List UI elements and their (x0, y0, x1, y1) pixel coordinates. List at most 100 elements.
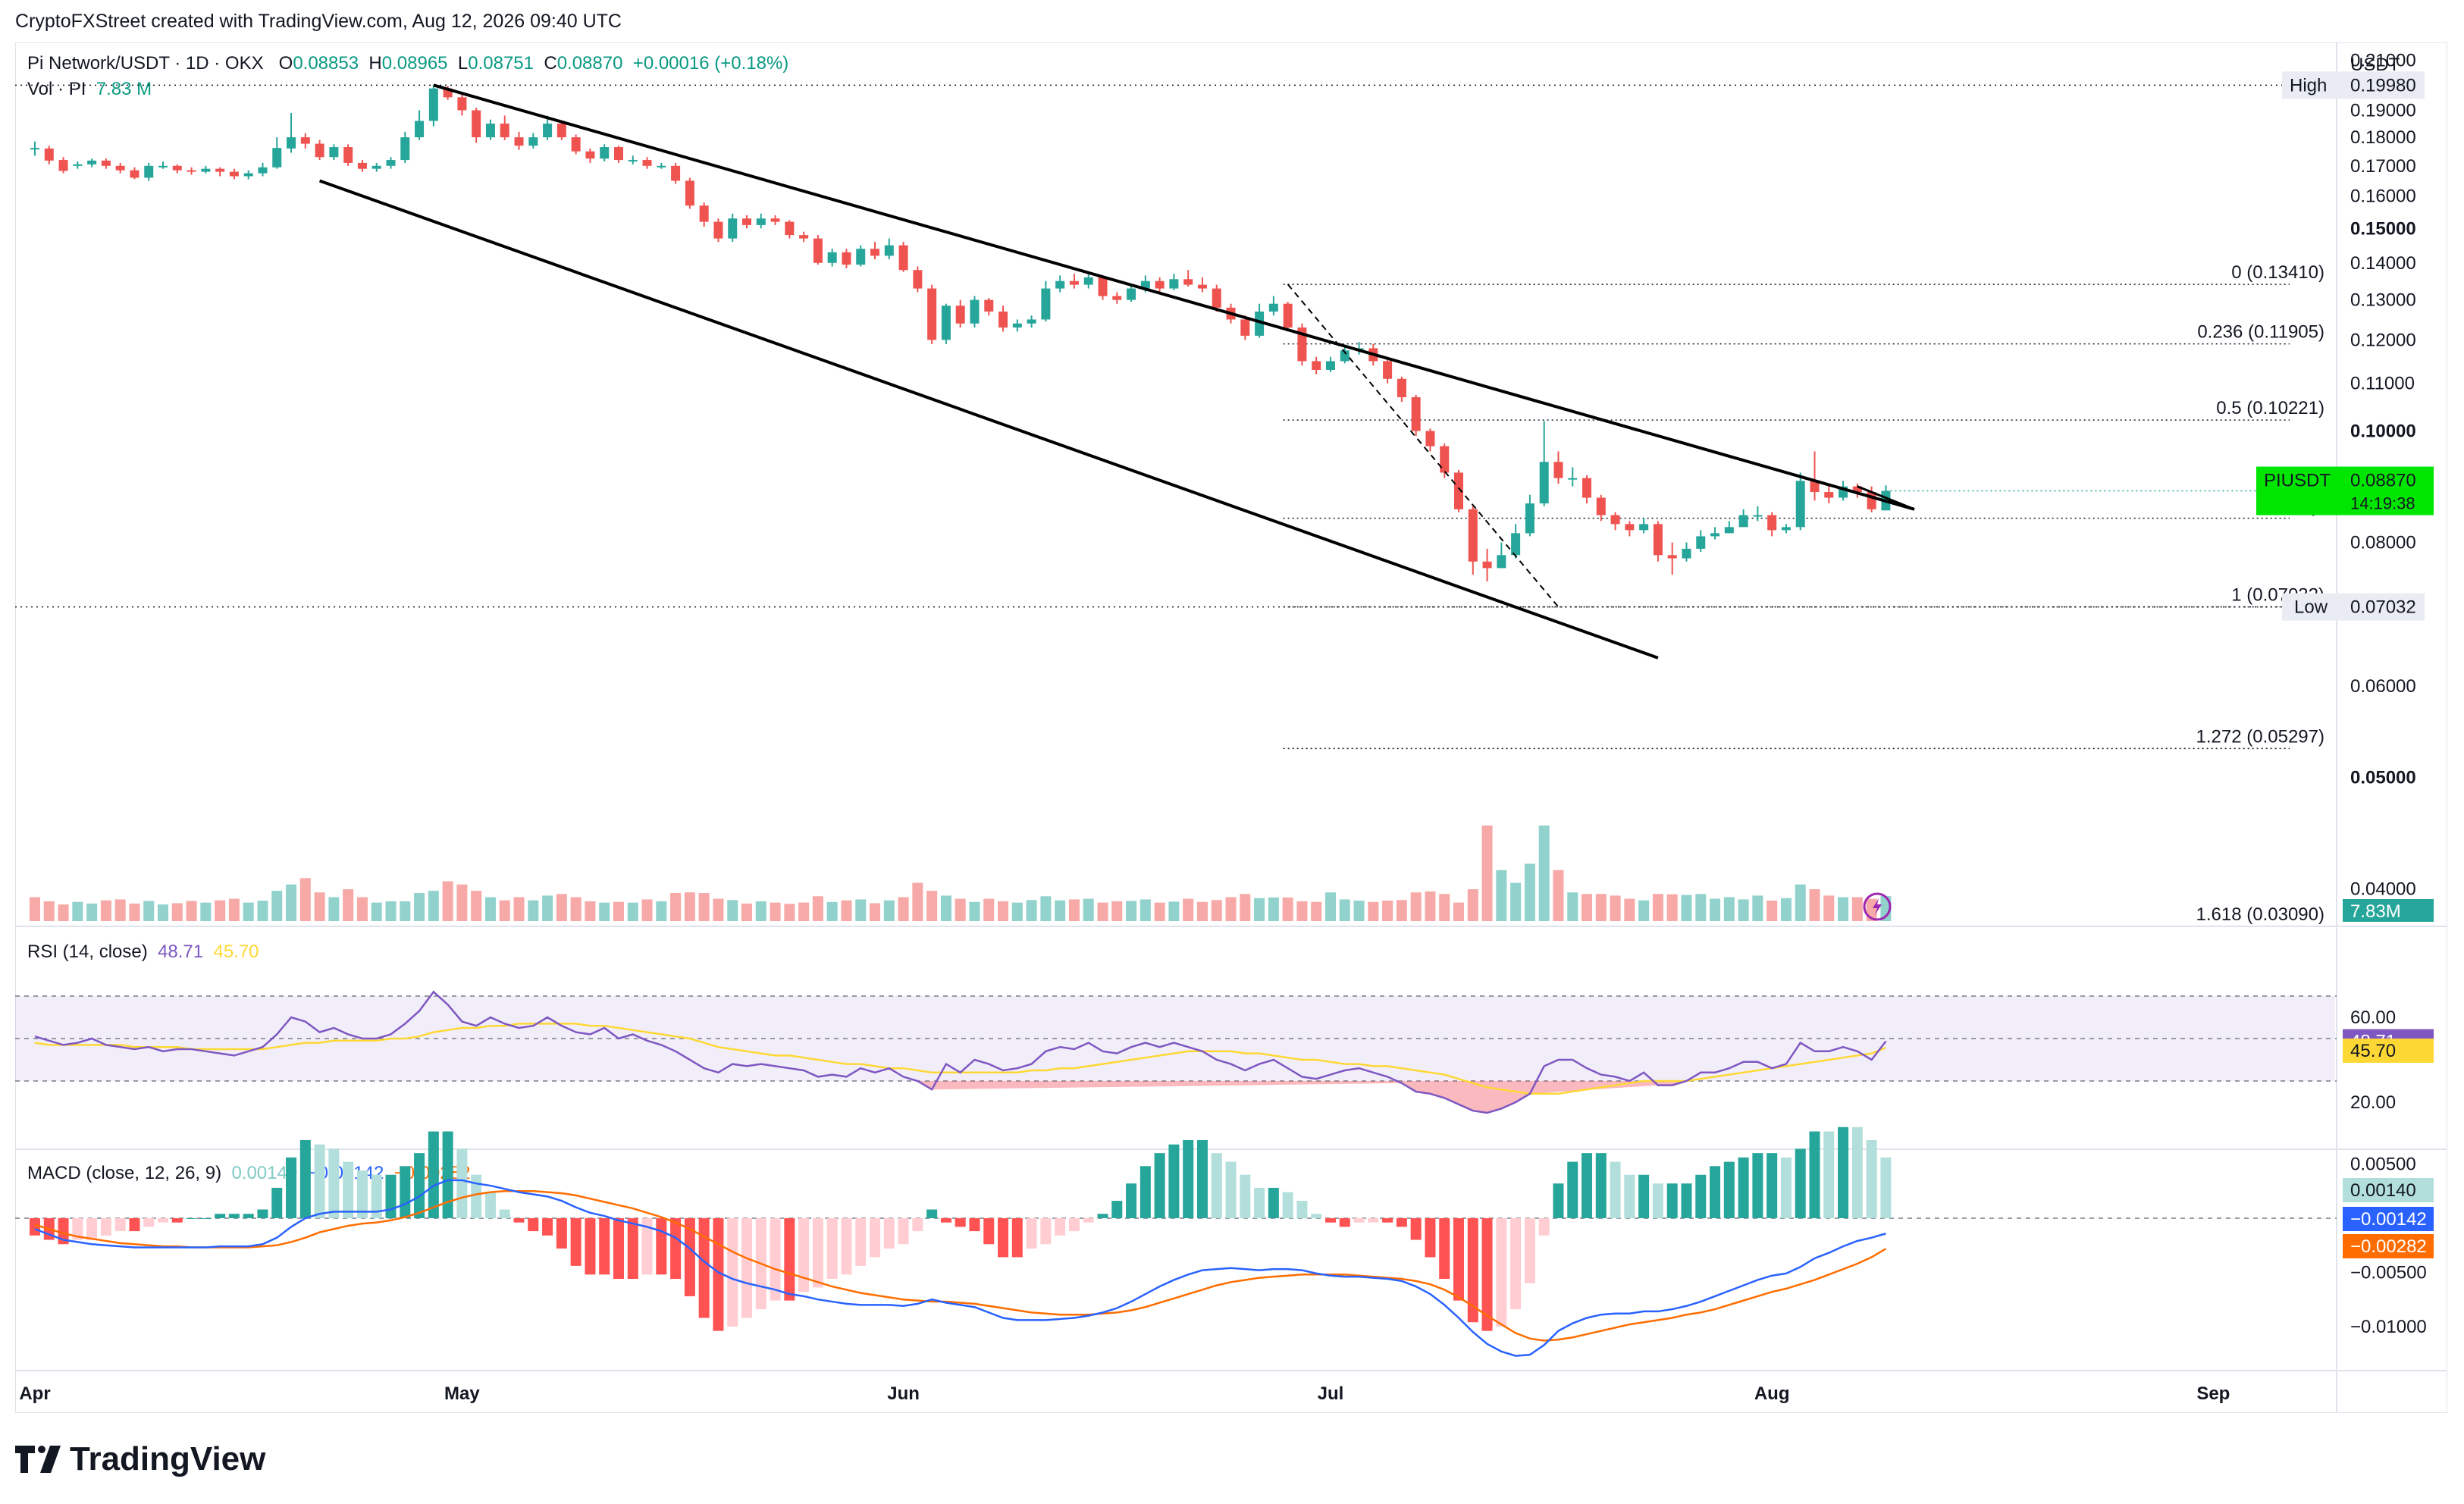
candle-body (813, 238, 823, 263)
volume-bar (1196, 901, 1208, 921)
macd-histogram-bar (1595, 1153, 1607, 1218)
macd-histogram-bar (1225, 1161, 1237, 1218)
price-axis-tick: 0.13000 (2350, 290, 2416, 311)
candle-body (1525, 503, 1535, 534)
volume-bar (484, 897, 496, 921)
candle-body (728, 218, 738, 239)
macd-histogram-bar (1638, 1174, 1650, 1218)
macd-histogram-bar (1524, 1217, 1535, 1283)
macd-histogram-bar (798, 1217, 810, 1292)
volume-bar (1168, 901, 1180, 921)
macd-histogram-bar (371, 1174, 382, 1218)
open-value: 0.08853 (293, 53, 359, 74)
candle-body (1155, 280, 1165, 289)
volume-bar (1055, 900, 1066, 921)
macd-histogram-bar (883, 1217, 895, 1249)
price-axis-tick: 0.15000 (2350, 218, 2416, 239)
candle-body (600, 147, 610, 159)
macd-histogram-bar (1068, 1217, 1080, 1232)
tradingview-logo[interactable]: TradingView (15, 1440, 265, 1478)
candle-body (1568, 478, 1578, 480)
candle-body (628, 160, 638, 162)
macd-histogram-bar (1083, 1217, 1094, 1223)
macd-histogram-bar (1723, 1161, 1735, 1218)
candle-body (898, 245, 908, 271)
macd-histogram-bar (556, 1217, 567, 1249)
volume-label[interactable]: Vol · PI (27, 79, 86, 99)
volume-bar (1766, 901, 1778, 921)
volume-bar (1382, 901, 1393, 921)
macd-histogram-bar (1695, 1174, 1707, 1218)
macd-histogram-bar (1111, 1201, 1123, 1218)
candle-body (1482, 561, 1492, 569)
macd-axis-tick: 0.00500 (2350, 1154, 2416, 1174)
macd-histogram-bar (1738, 1157, 1749, 1218)
macd-hist-tag-value: 0.00140 (2350, 1180, 2416, 1201)
volume-bar (955, 898, 966, 921)
rsi-ma-value: 45.70 (213, 942, 259, 962)
volume-bar (200, 902, 212, 921)
price-axis-tick: 0.19000 (2350, 100, 2416, 121)
candle-body (1553, 462, 1563, 478)
tradingview-logo-icon (15, 1446, 61, 1473)
candle-body (514, 137, 524, 146)
macd-histogram-bar (698, 1217, 710, 1318)
macd-histogram-bar (1011, 1217, 1023, 1258)
volume-bar (1752, 895, 1763, 921)
volume-tag-value: 7.83M (2350, 901, 2401, 922)
macd-histogram-bar (1766, 1153, 1778, 1218)
candle-body (842, 252, 851, 265)
macd-histogram-bar (343, 1161, 354, 1218)
candle-body (1169, 279, 1179, 289)
candle-body (1055, 280, 1065, 289)
high-value: 0.08965 (381, 53, 448, 74)
volume-bar (1425, 891, 1436, 921)
rsi-title[interactable]: RSI (14, close) (27, 942, 148, 962)
macd-histogram-bar (1481, 1217, 1493, 1331)
time-axis-tick: Apr (19, 1383, 50, 1404)
volume-bar (713, 898, 724, 921)
macd-signal-line (34, 1189, 1887, 1342)
macd-histogram-bar (599, 1217, 610, 1275)
macd-histogram-bar (243, 1214, 254, 1218)
volume-bar (998, 901, 1009, 921)
candle-body (1027, 319, 1036, 324)
chart-attribution: CryptoFXStreet created with TradingView.… (15, 11, 622, 32)
candle-body (1738, 515, 1748, 528)
candle-body (130, 170, 140, 178)
macd-histogram-bar (1866, 1139, 1877, 1218)
macd-histogram-bar (983, 1217, 995, 1245)
candle-body (1183, 279, 1193, 285)
volume-bar (670, 893, 682, 921)
macd-histogram-bar (456, 1148, 468, 1218)
macd-histogram-bar (1681, 1183, 1692, 1218)
volume-bar (400, 901, 411, 921)
volume-bar (1624, 898, 1635, 921)
candle-body (970, 299, 980, 324)
macd-histogram-bar (513, 1217, 525, 1223)
macd-histogram-bar (1311, 1214, 1322, 1218)
macd-histogram-bar (1196, 1139, 1208, 1218)
volume-bar (271, 891, 283, 921)
candle-body (1511, 533, 1521, 556)
candle-body (785, 221, 795, 236)
macd-histogram-bar (1339, 1217, 1350, 1227)
macd-histogram-bar (1582, 1153, 1593, 1218)
volume-bar (585, 901, 596, 921)
volume-bar (940, 895, 951, 921)
candle-body (485, 124, 495, 138)
volume-bar (641, 899, 653, 921)
candle-body (386, 160, 396, 166)
macd-histogram-bar (286, 1157, 297, 1218)
macd-title[interactable]: MACD (close, 12, 26, 9) (27, 1163, 222, 1183)
volume-bar (855, 899, 867, 921)
macd-histogram-bar (641, 1217, 653, 1275)
symbol-name[interactable]: Pi Network/USDT · 1D · OKX (27, 53, 264, 74)
candle-body (1383, 361, 1393, 379)
volume-bar (1496, 870, 1507, 921)
macd-histogram-bar (1610, 1161, 1621, 1218)
macd-histogram-bar (314, 1144, 325, 1218)
volume-bar (143, 901, 155, 921)
rsi-line (34, 990, 1887, 1114)
